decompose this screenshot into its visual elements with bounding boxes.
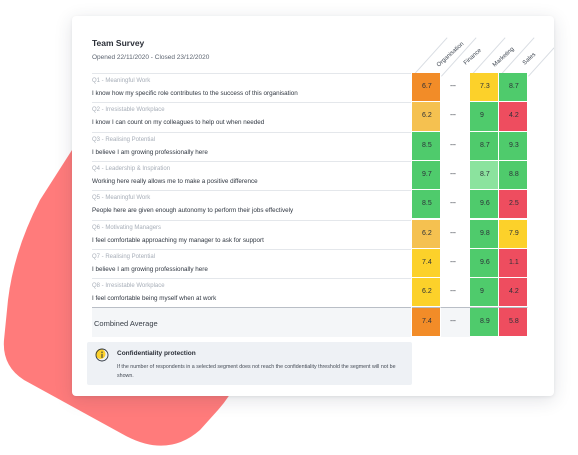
score-cell-marketing[interactable]: 7.3 <box>470 73 499 103</box>
question-row: Q5 - Meaningful Work People here are giv… <box>92 190 411 219</box>
confidentiality-title: Confidentiality protection <box>117 350 196 357</box>
info-icon <box>95 348 109 362</box>
score-cell-finance: --- <box>450 200 456 208</box>
question-row: Q2 - Irresistable Workplace I know I can… <box>92 102 411 131</box>
combined-average-label: Combined Average <box>94 319 158 328</box>
column-header-marketing[interactable]: Marketing <box>492 46 516 69</box>
score-cell-finance: --- <box>450 288 456 296</box>
question-statement: People here are given enough autonomy to… <box>92 207 294 215</box>
question-row: Q3 - Realising Potential I believe I am … <box>92 131 411 161</box>
score-cell-marketing[interactable]: 9.8 <box>470 219 499 249</box>
question-row: Q8 - Irresistable Workplace I feel comfo… <box>92 278 411 307</box>
question-row: Q1 - Meaningful Work I know how my speci… <box>92 73 411 102</box>
combined-average-row: Combined Average <box>92 307 411 337</box>
question-category: Q7 - Realising Potential <box>92 253 156 260</box>
average-cell-sales[interactable]: 5.8 <box>499 307 528 337</box>
survey-title: Team Survey <box>92 38 145 48</box>
score-cell-marketing[interactable]: 9 <box>470 102 499 132</box>
question-category: Q3 - Realising Potential <box>92 136 156 143</box>
average-cell-marketing[interactable]: 8.9 <box>470 307 499 337</box>
score-cell-sales[interactable]: 4.2 <box>499 278 528 308</box>
question-category: Q1 - Meaningful Work <box>92 78 151 84</box>
question-row: Q6 - Motivating Managers I feel comforta… <box>92 219 411 249</box>
confidentiality-notice: Confidentiality protection If the number… <box>87 342 412 385</box>
question-category: Q6 - Motivating Managers <box>92 224 162 231</box>
score-cell-organisation[interactable]: 6.2 <box>412 278 441 308</box>
question-statement: I know I can count on my colleagues to h… <box>92 119 265 127</box>
score-cell-organisation[interactable]: 9.7 <box>412 160 441 191</box>
question-statement: Working here really allows me to make a … <box>92 177 258 185</box>
question-category: Q2 - Irresistable Workplace <box>92 107 165 114</box>
question-row: Q7 - Realising Potential I believe I am … <box>92 248 411 278</box>
question-statement: I feel comfortable approaching my manage… <box>92 236 264 244</box>
score-cell-finance: --- <box>450 112 456 120</box>
score-cell-marketing[interactable]: 8.7 <box>470 160 499 191</box>
score-cell-marketing[interactable]: 9.6 <box>470 248 499 279</box>
question-statement: I feel comfortable being myself when at … <box>92 295 217 303</box>
score-cell-finance: --- <box>450 258 456 266</box>
survey-card: Team Survey Opened 22/11/2020 - Closed 2… <box>72 16 554 396</box>
score-cell-organisation[interactable]: 6.2 <box>412 102 441 132</box>
average-cell-finance: --- <box>441 307 470 337</box>
question-row: Q4 - Leadership & Inspiration Working he… <box>92 160 411 190</box>
column-header-sales[interactable]: Sales <box>522 51 538 67</box>
confidentiality-text: If the number of respondents in a select… <box>117 364 396 379</box>
score-cell-sales[interactable]: 9.3 <box>499 131 528 161</box>
score-cell-marketing[interactable]: 9.6 <box>470 190 499 220</box>
score-cell-sales[interactable]: 7.9 <box>499 219 528 249</box>
score-cell-marketing[interactable]: 9 <box>470 278 499 308</box>
score-cell-finance: --- <box>450 83 456 90</box>
score-cell-finance: --- <box>450 141 456 149</box>
average-cell-organisation[interactable]: 7.4 <box>412 307 441 337</box>
score-cell-finance: --- <box>450 229 456 237</box>
score-cell-organisation[interactable]: 8.5 <box>412 190 441 220</box>
question-category: Q8 - Irresistable Workplace <box>92 283 165 290</box>
score-cell-organisation[interactable]: 7.4 <box>412 248 441 279</box>
question-statement: I believe I am growing professionally he… <box>92 148 208 156</box>
survey-dates: Opened 22/11/2020 - Closed 23/12/2020 <box>92 54 210 61</box>
question-statement: I know how my specific role contributes … <box>92 90 298 97</box>
score-cell-sales[interactable]: 8.8 <box>499 160 528 191</box>
question-category: Q4 - Leadership & Inspiration <box>92 165 171 172</box>
score-cell-sales[interactable]: 1.1 <box>499 248 528 279</box>
score-cell-marketing[interactable]: 8.7 <box>470 131 499 161</box>
score-cell-sales[interactable]: 4.2 <box>499 102 528 132</box>
score-cell-finance: --- <box>450 170 456 178</box>
score-cell-sales[interactable]: 8.7 <box>499 73 528 103</box>
score-cell-organisation[interactable]: 8.5 <box>412 131 441 161</box>
score-cell-organisation[interactable]: 6.2 <box>412 219 441 249</box>
question-category: Q5 - Meaningful Work <box>92 195 151 202</box>
question-statement: I believe I am growing professionally he… <box>92 265 208 273</box>
score-cell-sales[interactable]: 2.5 <box>499 190 528 220</box>
score-cell-organisation[interactable]: 6.7 <box>412 73 441 103</box>
